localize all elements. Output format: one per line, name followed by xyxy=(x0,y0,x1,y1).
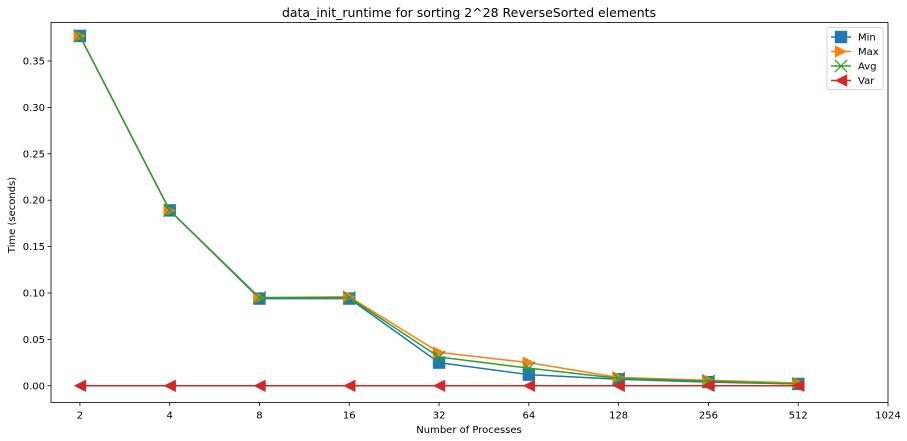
y-tick-label: 0.00 xyxy=(23,381,45,392)
x-tick-label: 2 xyxy=(77,411,83,422)
plot-frame xyxy=(50,22,889,403)
y-tick-label: 0.05 xyxy=(23,335,45,346)
data-point-var xyxy=(163,379,176,392)
y-tick-label: 0.15 xyxy=(23,242,45,253)
legend-label: Var xyxy=(858,76,875,87)
data-point-var xyxy=(522,379,536,392)
series-min xyxy=(73,29,805,391)
series-line-min xyxy=(79,35,799,385)
data-point-var xyxy=(432,379,446,392)
data-point-avg xyxy=(73,29,87,43)
x-tick-label: 4 xyxy=(167,411,173,422)
y-tick-label: 0.25 xyxy=(23,149,45,160)
data-point-var xyxy=(612,379,625,392)
data-point-avg xyxy=(342,290,356,305)
chart-title: data_init_runtime for sorting 2^28 Rever… xyxy=(282,5,656,20)
x-tick-label: 1024 xyxy=(875,411,900,422)
data-point-var xyxy=(343,379,356,392)
data-point-max xyxy=(343,290,356,303)
x-tick-label: 32 xyxy=(433,411,446,422)
legend-label: Min xyxy=(858,33,876,44)
x-tick-label: 512 xyxy=(789,411,808,422)
x-tick-label: 8 xyxy=(256,411,262,422)
x-axis-label: Number of Processes xyxy=(416,425,521,436)
y-axis-label: Time (seconds) xyxy=(7,177,18,254)
y-tick-label: 0.20 xyxy=(23,196,45,207)
data-point-max xyxy=(612,371,625,384)
legend-item-var: Var xyxy=(831,74,875,87)
legend-item-avg: Avg xyxy=(831,59,877,73)
series-layer xyxy=(73,29,805,392)
y-tick-label: 0.10 xyxy=(23,289,45,300)
data-point-avg xyxy=(163,203,177,218)
data-point-var xyxy=(702,379,715,392)
series-var xyxy=(73,379,805,392)
legend-marker xyxy=(834,59,848,73)
x-tick-label: 256 xyxy=(699,411,718,422)
x-tick-label: 128 xyxy=(609,411,628,422)
legend-item-min: Min xyxy=(831,30,876,44)
series-max xyxy=(73,29,805,390)
data-point-avg xyxy=(252,290,267,305)
series-avg xyxy=(73,29,805,391)
data-point-max xyxy=(702,374,715,387)
legend-label: Avg xyxy=(858,62,877,73)
legend: Min Max Avg Var xyxy=(826,27,884,90)
y-axis: 0.00 0.05 0.10 0.15 0.20 0.25 0.30 0.35 xyxy=(23,57,51,392)
legend-marker xyxy=(834,74,848,87)
y-tick-label: 0.30 xyxy=(23,103,45,114)
data-point-var xyxy=(253,379,266,392)
data-point-var xyxy=(792,379,805,392)
series-line-max xyxy=(79,35,799,384)
x-axis: 2 4 8 16 32 64 128 256 512 1024 xyxy=(77,402,901,422)
data-point-avg xyxy=(522,361,536,375)
data-point-min xyxy=(522,368,536,381)
legend-marker xyxy=(834,30,848,44)
legend-item-max: Max xyxy=(831,45,879,58)
data-point-avg xyxy=(432,350,446,364)
x-tick-label: 16 xyxy=(343,411,356,422)
series-line-avg xyxy=(79,35,799,385)
legend-marker xyxy=(834,45,848,58)
x-tick-label: 64 xyxy=(522,411,535,422)
y-tick-label: 0.35 xyxy=(23,57,45,68)
legend-label: Max xyxy=(858,47,879,58)
data-point-var xyxy=(73,379,87,392)
